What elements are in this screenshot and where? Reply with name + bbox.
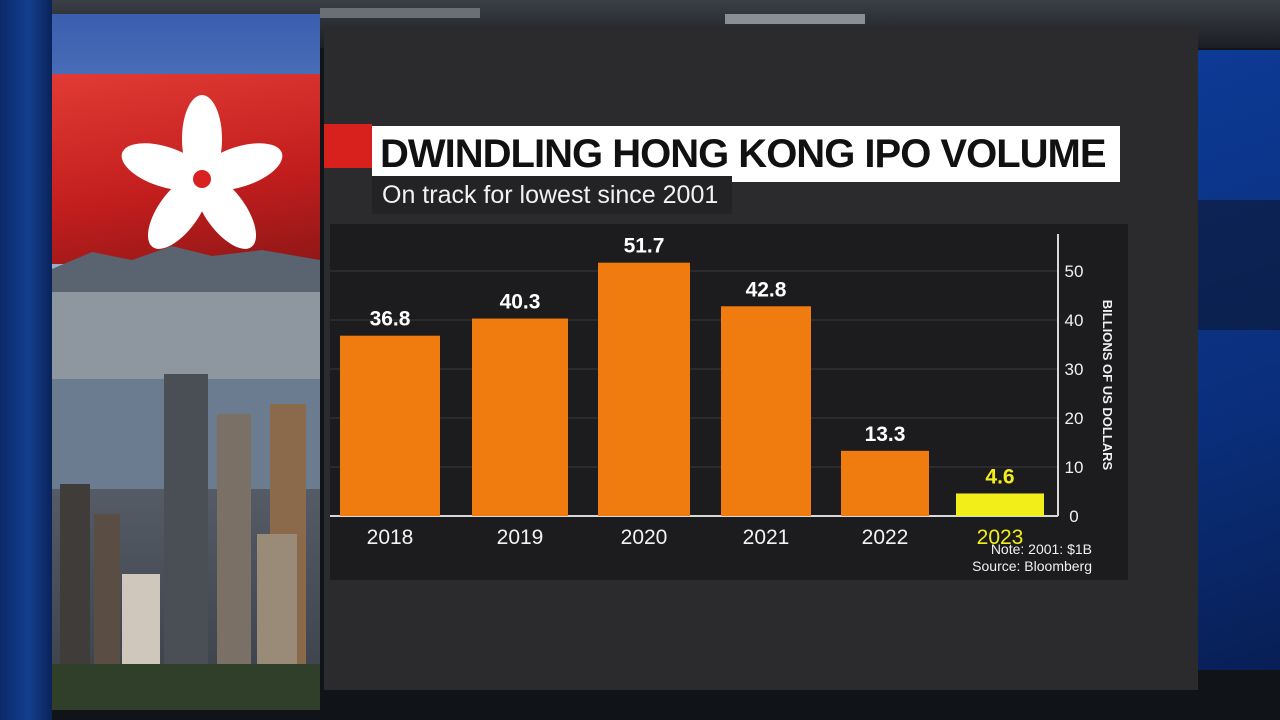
city-skyline (52, 246, 320, 710)
x-tick-label-2019: 2019 (497, 526, 544, 549)
y-axis-label: BILLIONS OF US DOLLARS (1100, 300, 1115, 471)
y-tick-label: 0 (1069, 507, 1078, 526)
bar-2022 (841, 450, 929, 516)
chart-subtitle: On track for lowest since 2001 (372, 176, 732, 214)
bauhinia-flower-icon (121, 95, 283, 249)
x-tick-label-2020: 2020 (621, 526, 668, 549)
bar-2020 (598, 262, 690, 516)
source-line: Source: Bloomberg (972, 558, 1092, 574)
ceiling-vent (320, 8, 480, 18)
data-label-2023: 4.6 (985, 465, 1014, 488)
ceiling-vent (725, 14, 865, 24)
data-label-2020: 51.7 (624, 235, 665, 258)
x-tick-label-2021: 2021 (743, 526, 790, 549)
data-label-2019: 40.3 (500, 291, 541, 314)
note-line: Note: 2001: $1B (990, 541, 1092, 557)
y-tick-label: 50 (1065, 262, 1084, 281)
right-side-screen-strip (1198, 200, 1280, 330)
x-tick-label-2023: 2023 (977, 526, 1024, 549)
left-edge-screen (0, 0, 52, 720)
chart-title: DWINDLING HONG KONG IPO VOLUME (372, 126, 1120, 182)
bar-2019 (472, 318, 568, 516)
y-tick-label: 40 (1065, 311, 1084, 330)
right-side-screen (1198, 50, 1280, 670)
data-label-2022: 13.3 (865, 423, 906, 446)
chart-notes: Note: 2001: $1B Source: Bloomberg (900, 541, 1092, 575)
title-accent-bar (324, 124, 372, 168)
data-label-2018: 36.8 (370, 308, 411, 331)
bar-2018 (340, 335, 440, 516)
hong-kong-skyline-panel (52, 14, 320, 710)
x-tick-label-2018: 2018 (367, 526, 414, 549)
y-tick-label: 30 (1065, 360, 1084, 379)
bar-2023 (956, 493, 1044, 516)
x-tick-label-2022: 2022 (862, 526, 909, 549)
hong-kong-flag (52, 74, 320, 264)
y-tick-label: 10 (1065, 458, 1084, 477)
data-label-2021: 42.8 (746, 278, 787, 301)
y-tick-label: 20 (1065, 409, 1084, 428)
bar-2021 (721, 306, 811, 516)
